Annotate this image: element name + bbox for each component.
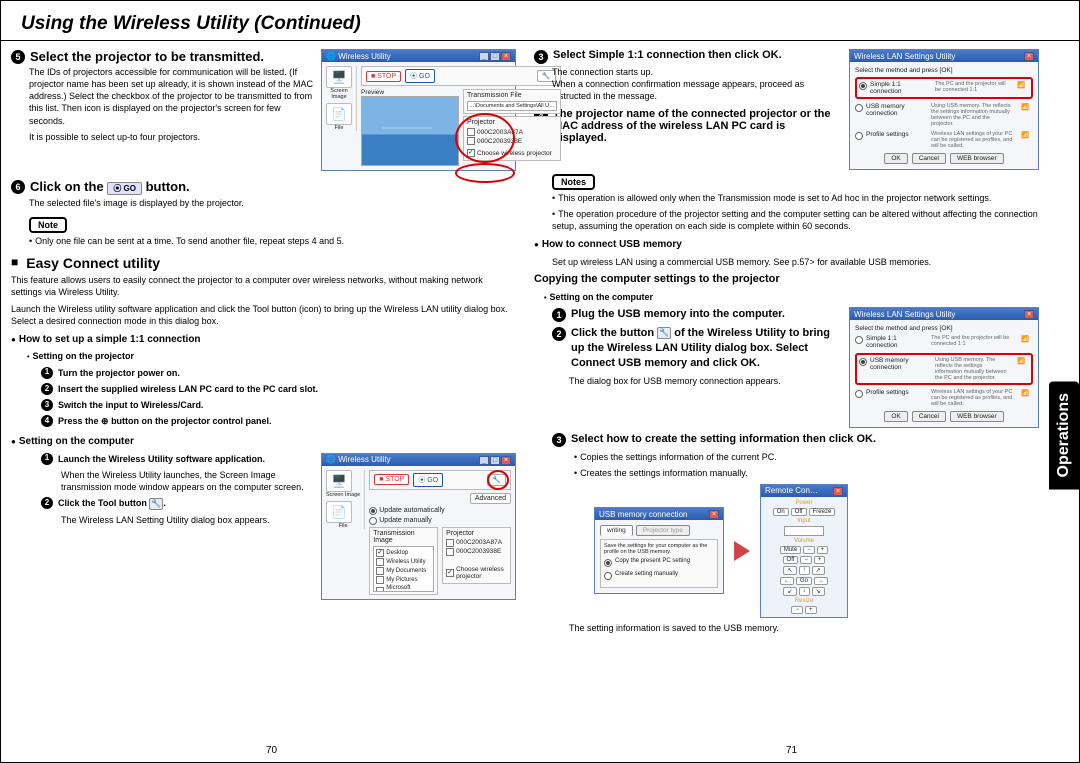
copy-title: Copying the computer settings to the pro… <box>534 272 1039 287</box>
note-body: Only one file can be sent at a time. To … <box>11 235 516 247</box>
file-icon: 📄 <box>326 103 352 125</box>
easy-body2: Launch the Wireless utility software app… <box>11 303 516 327</box>
tool-button-icon: 🔧 <box>657 327 671 339</box>
win-title: 🌐 Wireless Utility <box>326 52 391 61</box>
step-num-5: 5 <box>11 50 25 64</box>
cancel-button[interactable]: Cancel <box>912 411 946 422</box>
remote-control-window: Remote Con… × Power On Off Freeze Input … <box>760 484 848 618</box>
usb-memory-window: USB memory connection × writing Projecto… <box>594 507 724 594</box>
page-title: Using the Wireless Utility (Continued) <box>1 13 1079 41</box>
preview-box <box>361 96 459 166</box>
howto-title: How to set up a simple 1:1 connection <box>11 333 516 347</box>
small-screenshots-row: USB memory connection × writing Projecto… <box>594 484 1039 618</box>
page-num-left: 70 <box>266 745 277 756</box>
right-column: 3 Select Simple 1:1 connection then clic… <box>534 49 1069 638</box>
step6-heading: 6 Click on the ⦿ GO button. <box>11 179 516 195</box>
ok-button[interactable]: OK <box>884 411 907 422</box>
off-button[interactable]: Off <box>791 508 807 516</box>
page-num-right: 71 <box>786 745 797 756</box>
tool-button-icon: 🔧 <box>149 498 163 510</box>
left-column: 5 Select the projector to be transmitted… <box>11 49 516 638</box>
go-button-inline: ⦿ GO <box>107 182 142 195</box>
step-num-6: 6 <box>11 180 25 194</box>
wireless-utility-window-1: 🌐 Wireless Utility _□× 🖥️ Screen Image <box>321 49 516 171</box>
advanced-button[interactable]: Advanced <box>470 493 511 504</box>
wlan-settings-window-1: Wireless LAN Settings Utility × Select t… <box>849 49 1039 170</box>
off-resize-button[interactable]: Off <box>783 556 799 564</box>
mute-button[interactable]: Mute <box>780 546 801 554</box>
on-button[interactable]: On <box>773 508 789 516</box>
easy-body1: This feature allows users to easily conn… <box>11 274 516 298</box>
screen-image-icon: 🖥️ <box>326 470 352 492</box>
window-buttons: _□× <box>478 51 511 61</box>
side-tab-operations: Operations <box>1049 381 1079 489</box>
step5-note: It is possible to select up-to four proj… <box>11 131 313 143</box>
wlan-settings-window-2: Wireless LAN Settings Utility × Select t… <box>849 307 1039 428</box>
file-icon: 📄 <box>326 501 352 523</box>
saved-text: The setting information is saved to the … <box>569 622 1039 634</box>
stop-button[interactable]: ■ STOP <box>374 474 409 485</box>
ok-button[interactable]: OK <box>884 153 907 164</box>
freeze-button[interactable]: Freeze <box>809 508 836 516</box>
step6-body: The selected file's image is displayed b… <box>11 197 516 209</box>
step5-heading: 5 Select the projector to be transmitted… <box>11 49 313 64</box>
step5-body: The IDs of projectors accessible for com… <box>11 66 313 127</box>
note-label: Note <box>29 217 67 233</box>
go-button[interactable]: ⦿ GO <box>413 473 443 487</box>
setting-on-computer-1: Setting on the computer <box>11 435 516 449</box>
web-button[interactable]: WEB browser <box>950 411 1004 422</box>
cancel-button[interactable]: Cancel <box>912 153 946 164</box>
screen-image-icon: 🖥️ <box>326 66 352 88</box>
easy-connect-title: Easy Connect utility <box>11 255 516 271</box>
notes-label: Notes <box>552 174 595 190</box>
arrow-icon <box>734 541 750 561</box>
stop-button[interactable]: ■ STOP <box>366 71 401 82</box>
usb-title: How to connect USB memory <box>534 238 1039 252</box>
go-button[interactable]: ⦿ GO <box>405 69 435 83</box>
setting-on-projector: Setting on the projector <box>27 350 516 362</box>
go-center-button[interactable]: Go <box>796 577 812 585</box>
wireless-utility-window-2: 🌐 Wireless Utility _□× 🖥️ Screen Image <box>321 453 516 600</box>
web-button[interactable]: WEB browser <box>950 153 1004 164</box>
